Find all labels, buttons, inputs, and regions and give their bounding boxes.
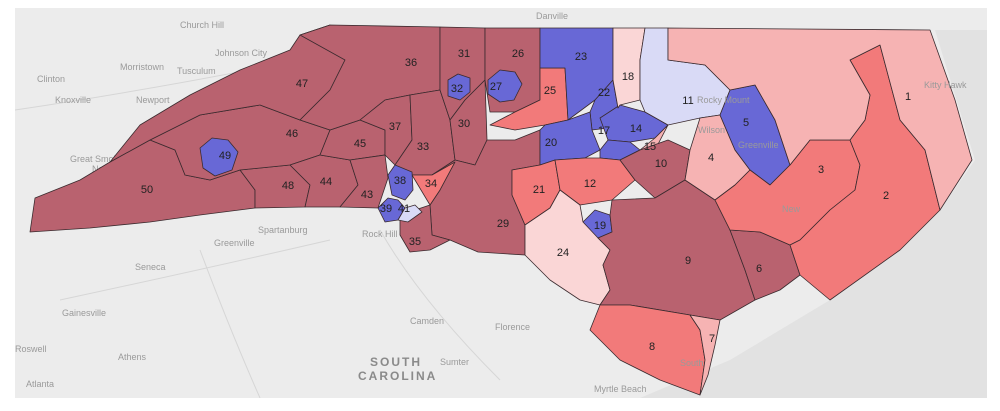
district-label-9: 9	[685, 255, 691, 267]
district-label-6: 6	[756, 263, 762, 275]
district-label-34: 34	[425, 178, 437, 190]
place-church-hill: Church Hill	[180, 20, 224, 30]
district-label-29: 29	[497, 218, 509, 230]
district-label-32: 32	[451, 83, 463, 95]
place-roswell: Roswell	[15, 344, 47, 354]
district-label-2: 2	[883, 190, 889, 202]
place-greenville-sc: Greenville	[214, 238, 255, 248]
district-label-24: 24	[557, 247, 569, 259]
district-label-5: 5	[743, 117, 749, 129]
district-7[interactable]	[689, 314, 721, 396]
district-label-1: 1	[905, 91, 911, 103]
district-label-36: 36	[405, 57, 417, 69]
district-32[interactable]	[447, 73, 471, 101]
district-label-8: 8	[649, 341, 655, 353]
district-38[interactable]	[387, 164, 414, 201]
district-label-49: 49	[219, 150, 231, 162]
place-south: SOUTH	[370, 355, 422, 369]
district-34[interactable]	[411, 161, 456, 206]
district-label-48: 48	[282, 180, 294, 192]
district-label-46: 46	[286, 128, 298, 140]
district-label-27: 27	[490, 81, 502, 93]
district-label-31: 31	[458, 48, 470, 60]
district-label-26: 26	[512, 48, 524, 60]
place-tusculum: Tusculum	[177, 66, 216, 76]
district-label-44: 44	[320, 176, 332, 188]
place-seneca: Seneca	[135, 262, 166, 272]
place-newport: Newport	[136, 95, 170, 105]
district-label-10: 10	[655, 158, 667, 170]
place-carolina: CAROLINA	[358, 369, 437, 383]
place-clinton: Clinton	[37, 74, 65, 84]
district-label-14: 14	[630, 123, 642, 135]
place-florence: Florence	[495, 322, 530, 332]
place-athens: Athens	[118, 352, 147, 362]
district-label-41: 41	[398, 203, 410, 215]
district-1[interactable]	[667, 27, 973, 211]
district-label-4: 4	[708, 152, 714, 164]
district-label-33: 33	[417, 141, 429, 153]
place-myrtle-beach: Myrtle Beach	[594, 384, 647, 394]
map-svg: Church Hill Danville Johnson City Morris…	[15, 8, 987, 398]
district-label-47: 47	[296, 78, 308, 90]
district-49[interactable]	[199, 137, 239, 177]
place-wilson: Wilson	[698, 125, 725, 135]
district-label-35: 35	[409, 236, 421, 248]
district-label-37: 37	[389, 121, 401, 133]
ocean	[640, 30, 987, 398]
district-label-17: 17	[598, 125, 610, 137]
district-27[interactable]	[487, 69, 523, 103]
district-label-25: 25	[544, 85, 556, 97]
place-camden: Camden	[410, 316, 444, 326]
place-gainesville: Gainesville	[62, 308, 106, 318]
district-label-18: 18	[622, 71, 634, 83]
district-label-30: 30	[458, 118, 470, 130]
place-greenville-nc: Greenville	[738, 140, 779, 150]
place-knoxville: Knoxville	[55, 95, 91, 105]
place-morristown: Morristown	[120, 62, 164, 72]
district-41[interactable]	[397, 204, 423, 223]
place-new-bern: New	[782, 204, 801, 214]
district-label-43: 43	[361, 189, 373, 201]
place-johnson-city: Johnson City	[215, 48, 268, 58]
place-southport: South	[680, 358, 704, 368]
east-place-labels: Kitty Hawk Rocky Mount Wilson Greenville…	[680, 80, 967, 368]
district-label-22: 22	[598, 87, 610, 99]
district-label-3: 3	[818, 164, 824, 176]
district-label-45: 45	[354, 138, 366, 150]
place-kitty-hawk: Kitty Hawk	[924, 80, 967, 90]
district-label-21: 21	[533, 184, 545, 196]
place-sumter: Sumter	[440, 357, 469, 367]
district-label-12: 12	[584, 178, 596, 190]
place-spartanburg: Spartanburg	[258, 225, 308, 235]
district-label-15: 15	[644, 141, 656, 153]
place-rock-hill: Rock Hill	[362, 229, 398, 239]
place-atlanta: Atlanta	[26, 379, 54, 389]
district-label-19: 19	[594, 220, 606, 232]
district-label-38: 38	[394, 175, 406, 187]
district-layer	[29, 24, 973, 396]
district-label-7: 7	[709, 333, 715, 345]
district-label-50: 50	[141, 184, 153, 196]
district-label-20: 20	[545, 137, 557, 149]
district-label-39: 39	[380, 203, 392, 215]
district-labels: 1 2 3 4 5 6 7 8 9 10 11 12 14 15 17 18 1…	[141, 48, 911, 353]
place-danville: Danville	[536, 11, 568, 21]
place-rocky-mount: Rocky Mount	[697, 95, 750, 105]
map-canvas[interactable]: Church Hill Danville Johnson City Morris…	[15, 8, 987, 398]
district-label-11: 11	[682, 95, 693, 107]
district-label-23: 23	[575, 51, 587, 63]
